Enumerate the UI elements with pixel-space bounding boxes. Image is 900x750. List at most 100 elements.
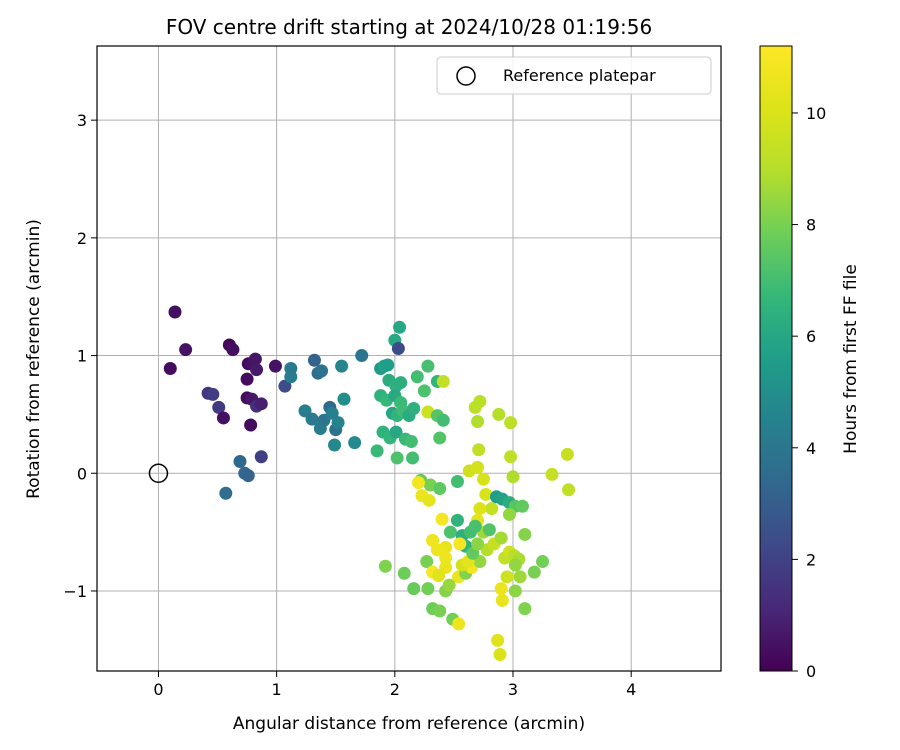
scatter-point [397,566,411,580]
scatter-point [348,436,362,450]
scatter-point [518,602,532,616]
scatter-point [307,353,321,367]
scatter-point [506,470,520,484]
scatter-point [206,387,220,401]
scatter-point [545,467,559,481]
x-tick-label: 3 [508,680,518,699]
scatter-point [381,358,395,372]
scatter-point [479,487,493,501]
plot-frame [96,45,722,672]
scatter-point [421,359,435,373]
scatter-point [471,414,485,428]
scatter-point [518,527,532,541]
scatter-point [168,305,182,319]
scatter-point [504,450,518,464]
scatter-point [493,648,507,662]
scatter-point [450,474,464,488]
scatter-point [453,537,467,551]
scatter-point [468,519,482,533]
x-tick-label: 0 [153,680,163,699]
scatter-point [248,352,262,366]
scatter-point [508,584,522,598]
scatter-point [355,349,369,363]
scatter-point [471,537,485,551]
scatter-point [485,502,499,516]
colorbar-tick-label: 2 [806,550,816,569]
colorbar-tick-label: 0 [806,662,816,681]
x-tick-label: 1 [272,680,282,699]
scatter-point [502,507,516,521]
scatter-point [436,374,450,388]
scatter-point [536,555,550,569]
scatter-point [430,543,444,557]
scatter-point [240,372,254,386]
scatter-point [233,454,247,468]
legend-marker-icon [456,66,476,86]
y-axis-ticks: −1 0 1 2 3 [63,111,97,601]
scatter-point [216,411,230,425]
scatter-point [515,499,529,513]
scatter-point [219,486,233,500]
scatter-point [482,523,496,537]
scatter-point [439,551,453,565]
scatter-point [241,469,255,483]
scatter-point [410,370,424,384]
scatter-point [335,359,349,373]
scatter-point [179,343,193,357]
scatter-point [476,472,490,486]
scatter-point [331,416,345,430]
scatter-point [562,483,576,497]
scatter-point [391,341,405,355]
scatter-point [494,531,508,545]
scatter-point [407,582,421,596]
scatter-point [254,397,268,411]
scatter-point [473,394,487,408]
scatter-point [254,450,268,464]
colorbar-tick-label: 4 [806,439,816,458]
scatter-point [305,412,319,426]
scatter-point [250,363,264,377]
colorbar-tick-label: 8 [806,216,816,235]
scatter-point [500,570,514,584]
scatter-point [504,416,518,430]
y-tick-label: 2 [77,229,87,248]
y-tick-label: −1 [63,582,87,601]
legend-entry-reference-platepar: Reference platepar [503,66,656,85]
colorbar [759,45,793,672]
scatter-point [422,493,436,507]
colorbar-label: Hours from first FF file [841,264,861,454]
scatter-point [420,555,434,569]
scatter-point [226,343,240,357]
scatter-point [421,582,435,596]
scatter-point [337,392,351,406]
scatter-point [212,400,226,414]
scatter-point [390,451,404,465]
scatter-point [433,604,447,618]
scatter-point [433,431,447,445]
x-axis-label: Angular distance from reference (arcmin) [233,714,585,734]
legend: Reference platepar [436,56,712,95]
scatter-point [508,558,522,572]
scatter-point [393,320,407,334]
y-axis-label: Rotation from reference (arcmin) [24,219,44,499]
x-axis-ticks: 0 1 2 3 4 [153,671,636,699]
scatter-point [443,525,457,539]
y-tick-label: 3 [77,111,87,130]
scatter-point [492,407,506,421]
scatter-point [494,582,508,596]
scatter-point [527,565,541,579]
scatter-point [278,379,292,393]
scatter-point [407,402,421,416]
scatter-point [435,512,449,526]
scatter-point [163,362,177,376]
y-tick-label: 1 [77,347,87,366]
scatter-point [370,444,384,458]
scatter-point [432,569,446,583]
scatter-point [433,482,447,496]
legend-box [436,56,712,95]
scatter-point [406,451,420,465]
x-tick-label: 4 [626,680,636,699]
scatter-point [452,617,466,631]
colorbar-tick-label: 6 [806,327,816,346]
